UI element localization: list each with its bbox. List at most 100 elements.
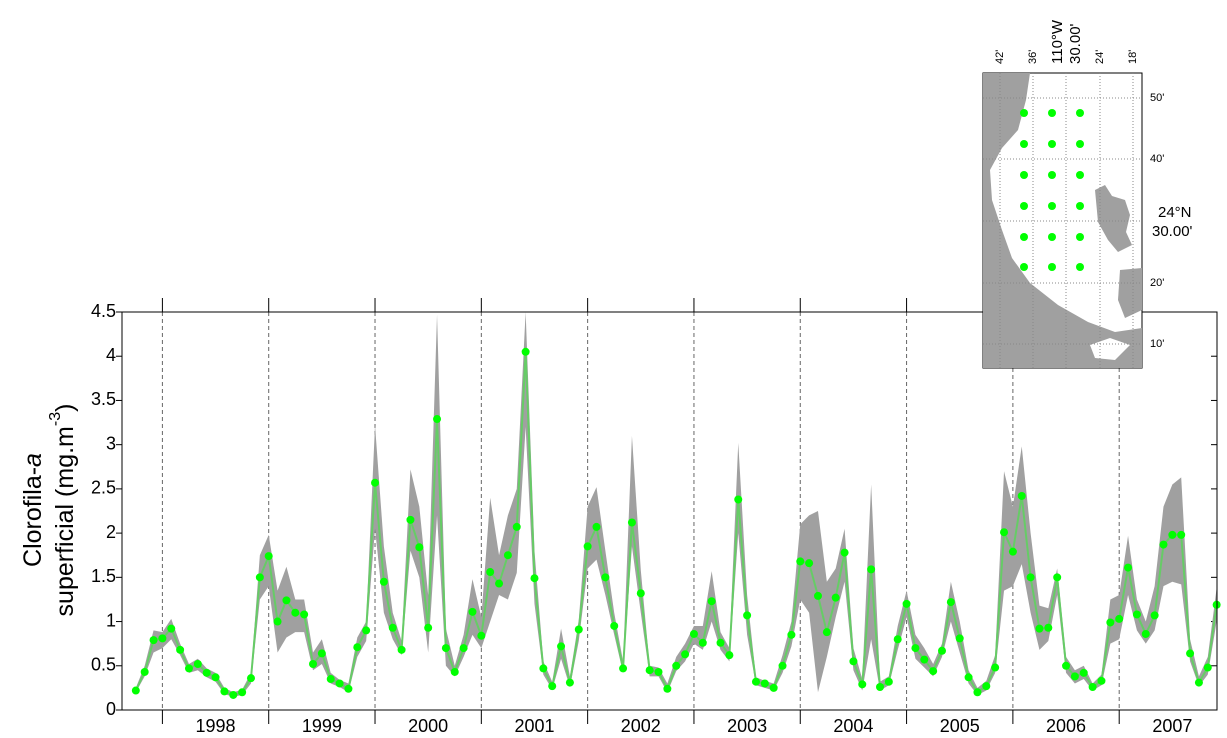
map-lon-label: 18' — [1127, 50, 1139, 64]
data-point — [486, 568, 495, 577]
data-point — [149, 636, 158, 645]
data-point — [468, 607, 477, 616]
data-point — [167, 624, 176, 633]
x-tick-label: 2004 — [833, 716, 873, 736]
data-point — [1035, 624, 1044, 633]
x-tick-label: 1999 — [302, 716, 342, 736]
x-tick-label: 2002 — [621, 716, 661, 736]
data-point — [955, 634, 964, 643]
data-point — [592, 522, 601, 531]
data-point — [751, 677, 760, 686]
data-point — [1000, 528, 1009, 537]
y-tick-label: 4.5 — [91, 301, 116, 321]
data-point — [645, 666, 654, 675]
data-point — [424, 623, 433, 632]
data-point — [202, 668, 211, 677]
y-tick-label: 0 — [106, 699, 116, 719]
data-point — [379, 577, 388, 586]
data-point — [849, 657, 858, 666]
y-label-part: ) — [51, 404, 79, 412]
y-axis-label: superficial (mg.m-3) — [47, 404, 78, 617]
x-tick-label: 2003 — [727, 716, 767, 736]
data-point — [1115, 614, 1124, 623]
data-point — [176, 645, 185, 654]
data-point — [1026, 573, 1035, 582]
data-point — [184, 664, 193, 673]
data-point — [557, 642, 566, 651]
data-point — [1088, 683, 1097, 692]
data-point — [583, 542, 592, 551]
data-point — [1168, 530, 1177, 539]
data-point — [539, 664, 548, 673]
data-point — [911, 644, 920, 653]
map-lon-label: 36' — [1027, 50, 1039, 64]
data-point — [760, 679, 769, 688]
map-grid — [983, 73, 1142, 368]
data-point — [229, 690, 238, 699]
data-point — [619, 664, 628, 673]
data-point — [335, 679, 344, 688]
data-point — [441, 644, 450, 653]
data-point — [636, 589, 645, 598]
data-point — [450, 667, 459, 676]
data-point — [813, 591, 822, 600]
data-point — [920, 655, 929, 664]
data-point — [875, 683, 884, 692]
data-point — [672, 661, 681, 670]
data-point — [796, 557, 805, 566]
data-point — [1132, 610, 1141, 619]
data-point — [663, 684, 672, 693]
data-point — [362, 626, 371, 635]
data-point — [884, 677, 893, 686]
data-point — [627, 518, 636, 527]
series-line — [134, 351, 1218, 697]
data-point — [246, 674, 255, 683]
map-land — [1118, 268, 1142, 318]
data-point — [406, 515, 415, 524]
data-point — [964, 673, 973, 682]
x-tick-label: 2005 — [940, 716, 980, 736]
data-point — [565, 678, 574, 687]
y-tick-label: 1.5 — [91, 566, 116, 586]
data-point — [610, 621, 619, 630]
data-point — [689, 629, 698, 638]
map-lon-center: 30.00' — [1067, 23, 1084, 64]
data-point — [893, 635, 902, 644]
data-point — [477, 631, 486, 640]
data-point — [309, 660, 318, 669]
data-point — [1062, 661, 1071, 670]
data-point — [255, 573, 264, 582]
y-tick-label: 2 — [106, 522, 116, 542]
map-lat-label: 40' — [1150, 153, 1164, 165]
map-lat-label: 10' — [1150, 338, 1164, 350]
data-point — [769, 683, 778, 692]
y-label-part: Clorofila- — [19, 467, 47, 567]
data-point — [1177, 530, 1186, 539]
data-point — [574, 625, 583, 634]
map-lat-label: 20' — [1150, 277, 1164, 289]
data-point — [1044, 623, 1053, 632]
data-point — [743, 611, 752, 620]
data-point — [734, 495, 743, 504]
data-point — [858, 680, 867, 689]
data-point — [193, 660, 202, 669]
data-point — [840, 548, 849, 557]
data-point — [140, 667, 149, 676]
data-point — [982, 682, 991, 691]
data-point — [433, 415, 442, 424]
data-point — [459, 644, 468, 653]
data-point — [415, 543, 424, 552]
range-band — [135, 312, 1217, 697]
data-point — [902, 599, 911, 608]
map-lat-label: 50' — [1150, 92, 1164, 104]
data-point — [991, 663, 1000, 672]
data-point — [353, 643, 362, 652]
map-lat-center: 30.00' — [1152, 223, 1193, 240]
x-tick-label: 1998 — [196, 716, 236, 736]
data-point — [787, 630, 796, 639]
data-point — [1194, 678, 1203, 687]
y-tick-label: 3 — [106, 433, 116, 453]
data-point — [601, 573, 610, 582]
data-point — [211, 673, 220, 682]
